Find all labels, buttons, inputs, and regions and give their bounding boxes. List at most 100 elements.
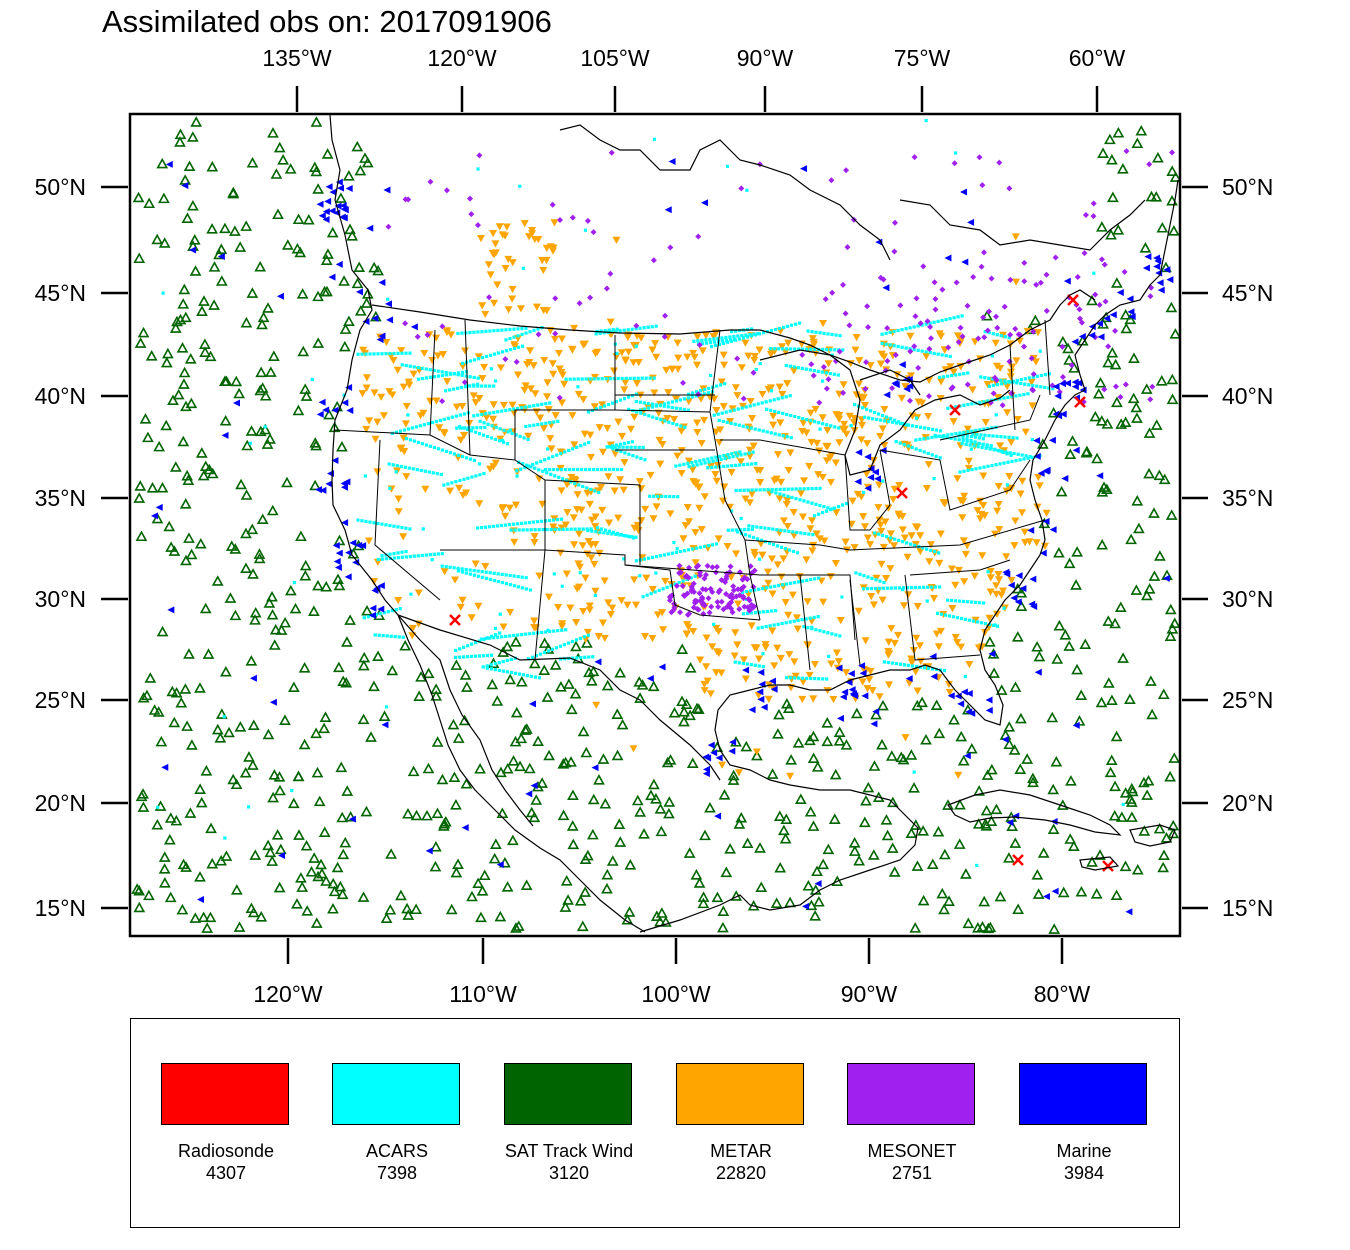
marine-marker (835, 664, 843, 672)
acars-marker (568, 377, 572, 381)
sat-wind-marker (268, 639, 281, 650)
acars-marker (399, 464, 403, 469)
sat-wind-marker (241, 439, 254, 451)
acars-marker (866, 575, 870, 579)
acars-marker (686, 548, 691, 552)
sat-wind-marker (773, 810, 786, 821)
acars-marker (607, 328, 611, 332)
sat-wind-marker (372, 264, 384, 276)
metar-marker (408, 624, 417, 633)
mesonet-marker (746, 597, 753, 604)
radiosonde-marker (1074, 396, 1086, 408)
sat-wind-marker (980, 804, 993, 816)
acars-marker (1015, 378, 1019, 383)
metar-marker (706, 690, 715, 698)
metar-marker (768, 590, 777, 598)
mesonet-marker (1123, 148, 1130, 155)
mesonet-marker (1007, 276, 1014, 283)
sat-wind-marker (491, 695, 504, 706)
mesonet-marker (1147, 293, 1154, 300)
metar-marker (949, 368, 958, 376)
mesonet-marker (607, 270, 614, 277)
mesonet-marker (716, 587, 723, 594)
marine-marker (960, 688, 968, 696)
metar-marker (1013, 415, 1022, 424)
acars-marker (599, 527, 604, 531)
acars-marker (949, 436, 953, 440)
mexico-border-line (397, 614, 721, 781)
metar-marker (887, 625, 896, 633)
mesonet-marker (552, 330, 559, 337)
acars-marker (737, 661, 741, 665)
acars-marker (818, 427, 822, 431)
acars-marker (794, 487, 798, 491)
acars-marker (670, 400, 674, 404)
acars-marker (753, 427, 757, 431)
sat-wind-marker (579, 886, 592, 897)
mesonet-marker (738, 586, 745, 593)
marine-marker (594, 658, 602, 666)
metar-marker (1016, 490, 1025, 498)
acars-marker (904, 327, 908, 331)
sat-wind-marker (143, 889, 155, 901)
mesonet-marker (468, 211, 475, 218)
metar-marker (554, 349, 563, 358)
metar-marker (574, 390, 583, 399)
bottom-lon-label: 80°W (1034, 981, 1091, 1007)
acars-marker (598, 331, 602, 335)
acars-marker (514, 433, 518, 437)
acars-marker (706, 544, 711, 548)
sat-wind-marker (336, 440, 348, 452)
metar-marker (548, 360, 557, 368)
sat-wind-marker (905, 827, 918, 838)
metar-marker (570, 541, 579, 549)
metar-marker (956, 497, 965, 505)
acars-marker (977, 436, 981, 440)
metar-marker (498, 505, 507, 513)
sat-wind-marker (727, 769, 740, 781)
mesonet-marker (957, 324, 964, 331)
metar-marker (1042, 509, 1051, 517)
sat-wind-marker (693, 877, 706, 888)
acars-marker (975, 620, 980, 624)
acars-marker (804, 617, 808, 621)
acars-marker (400, 555, 404, 559)
acars-marker (389, 634, 393, 638)
sat-wind-marker (270, 168, 283, 179)
mesonet-marker (927, 323, 934, 330)
metar-marker (501, 512, 510, 521)
sat-wind-marker (802, 880, 815, 891)
acars-marker (489, 667, 494, 671)
acars-marker (728, 335, 732, 339)
sat-wind-marker (1106, 346, 1119, 358)
sat-wind-marker (876, 738, 888, 750)
mesonet-marker (502, 356, 509, 363)
mesonet-marker (820, 364, 827, 371)
metar-marker (945, 688, 954, 697)
metar-marker (633, 380, 642, 388)
sat-wind-marker (932, 825, 945, 837)
acars-marker (789, 581, 793, 585)
acars-marker (536, 422, 540, 427)
metar-marker (586, 453, 595, 462)
sat-wind-marker (655, 907, 668, 918)
acars-marker (456, 453, 461, 457)
metar-marker (882, 575, 891, 583)
sat-wind-marker (1066, 435, 1079, 446)
acars-marker (633, 445, 637, 449)
acars-marker (502, 428, 506, 432)
sat-wind-marker (586, 828, 599, 840)
acars-marker (932, 320, 936, 324)
acars-marker (622, 533, 626, 538)
metar-marker (935, 559, 944, 568)
marine-marker (702, 770, 710, 778)
sat-wind-marker (254, 425, 267, 437)
acars-marker (428, 375, 433, 379)
metar-marker (617, 597, 626, 605)
acars-marker (480, 637, 484, 641)
acars-marker (798, 498, 802, 502)
metar-marker (863, 685, 872, 693)
sat-wind-marker (165, 541, 177, 552)
acars-marker (930, 427, 935, 431)
acars-marker (806, 329, 810, 333)
